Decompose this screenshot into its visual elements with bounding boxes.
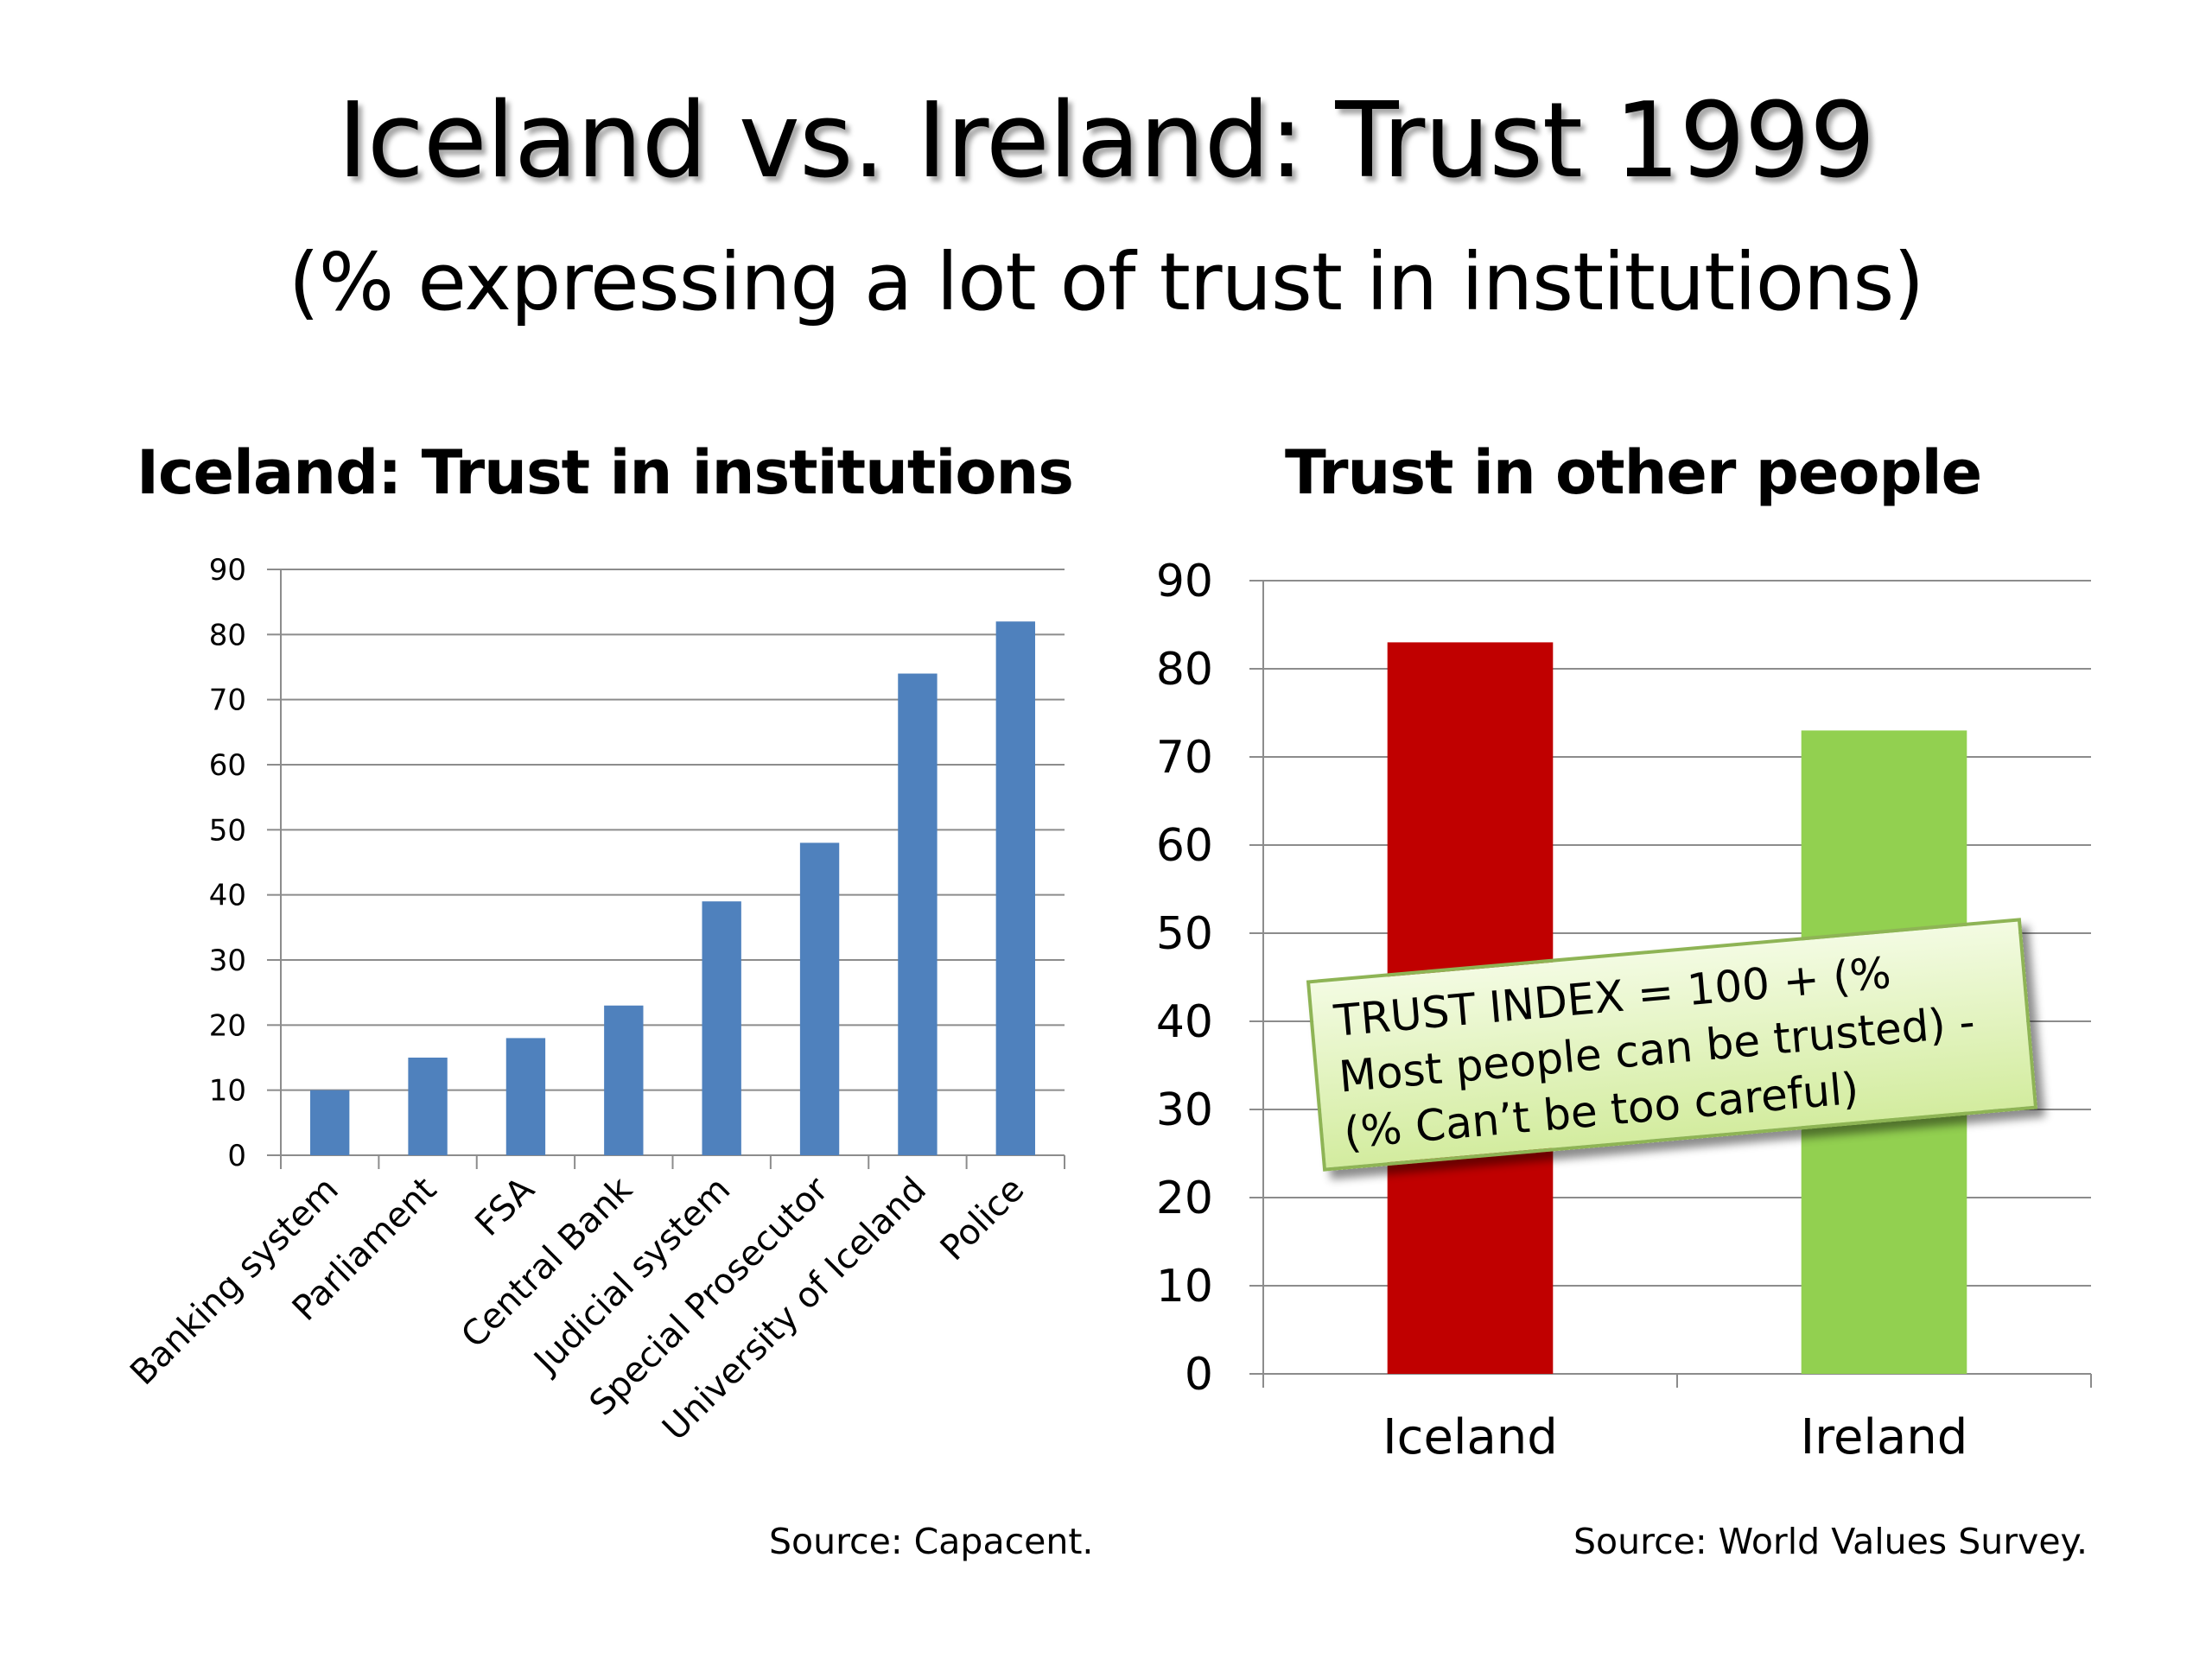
bar-judicial-system xyxy=(702,901,741,1155)
y-tick-label: 30 xyxy=(209,944,246,978)
right-chart-title: Trust in other people xyxy=(1284,437,1982,508)
bar-central-bank xyxy=(604,1005,644,1155)
bar-fsa xyxy=(505,1038,546,1155)
y-tick-label: 20 xyxy=(209,1008,246,1043)
y-tick-label: 0 xyxy=(1185,1349,1213,1401)
x-category-label: Iceland xyxy=(1382,1409,1558,1465)
y-tick-label: 10 xyxy=(209,1074,246,1109)
slide-subtitle: (% expressing a lot of trust in institut… xyxy=(288,236,1924,328)
y-tick-label: 80 xyxy=(1156,644,1213,696)
x-category-label: Ireland xyxy=(1801,1409,1968,1465)
y-tick-label: 20 xyxy=(1156,1173,1213,1224)
bar-banking-system xyxy=(310,1090,350,1155)
bar-special-prosecutor xyxy=(799,842,840,1155)
right-source: Source: World Values Survey. xyxy=(1573,1521,2088,1562)
y-tick-label: 60 xyxy=(209,748,246,783)
bar-parliament xyxy=(408,1058,448,1155)
slide-title: Iceland vs. Ireland: Trust 1999 xyxy=(337,81,1875,201)
y-tick-label: 70 xyxy=(1156,732,1213,784)
left-source: Source: Capacent. xyxy=(769,1521,1094,1562)
y-tick-label: 30 xyxy=(1156,1084,1213,1136)
bar-police xyxy=(995,621,1035,1155)
y-tick-label: 70 xyxy=(209,683,246,718)
y-tick-label: 40 xyxy=(1156,996,1213,1048)
y-tick-label: 10 xyxy=(1156,1261,1213,1313)
y-tick-label: 60 xyxy=(1156,820,1213,872)
y-tick-label: 0 xyxy=(227,1139,246,1173)
y-tick-label: 80 xyxy=(209,618,246,652)
y-tick-label: 50 xyxy=(209,813,246,848)
left-chart-title: Iceland: Trust in institutions xyxy=(137,437,1074,508)
y-tick-label: 50 xyxy=(1156,908,1213,960)
bar-university-of-iceland xyxy=(898,673,938,1155)
y-tick-label: 90 xyxy=(209,553,246,588)
trust-people-bar-chart: 0 10 20 30 40 50 60 70 80 90 Iceland Ireland xyxy=(1156,556,2092,1465)
y-tick-label: 40 xyxy=(209,879,246,913)
y-tick-label: 90 xyxy=(1156,556,1213,607)
